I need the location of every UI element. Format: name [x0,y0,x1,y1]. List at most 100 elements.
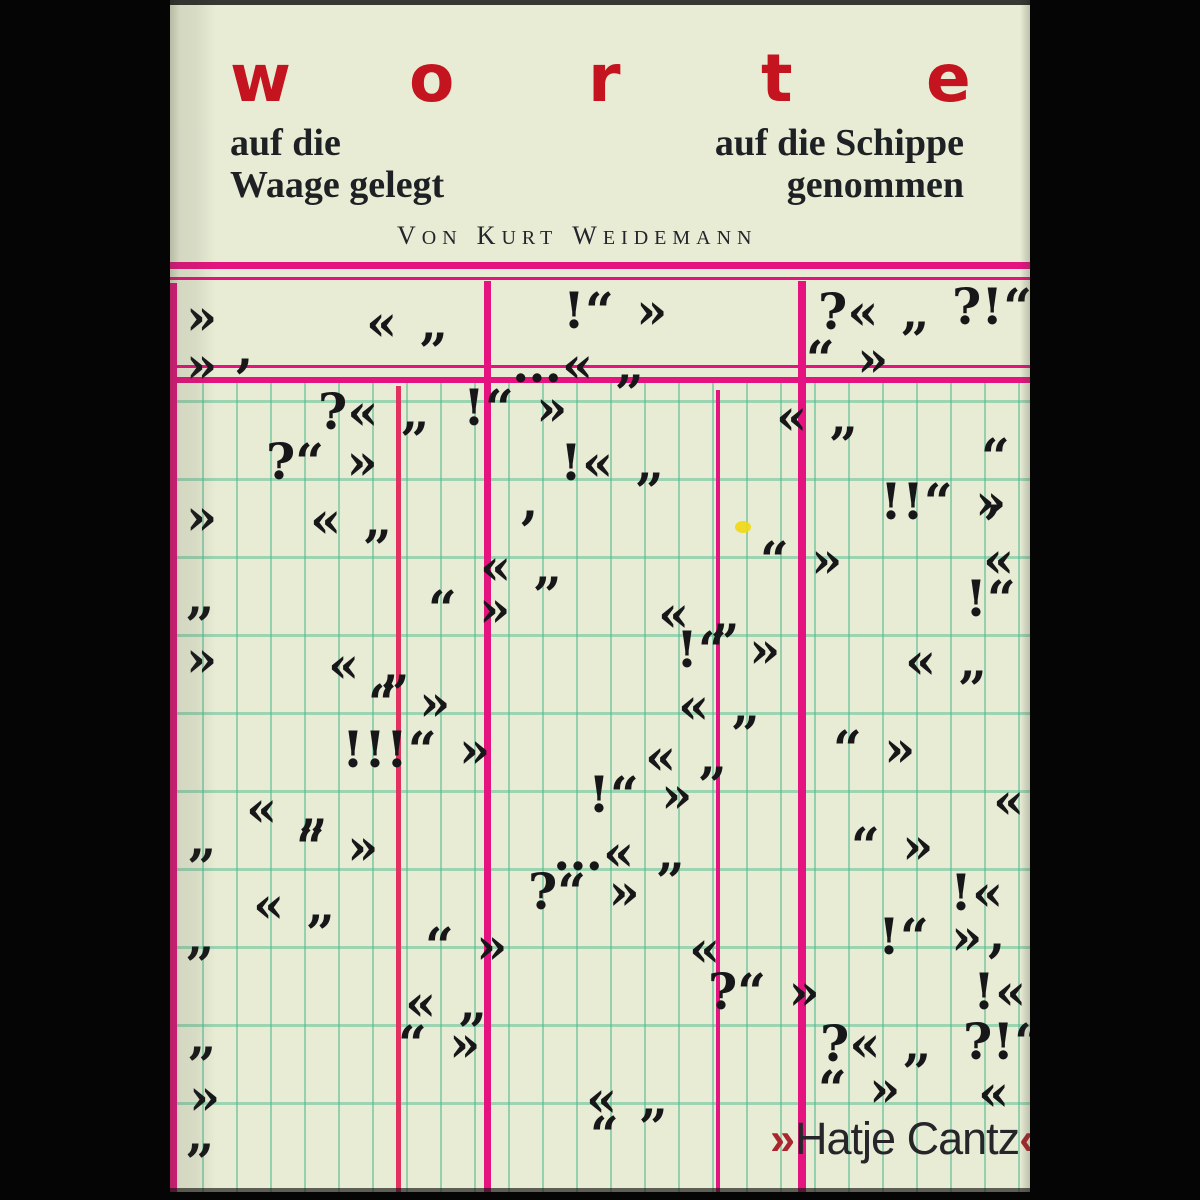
byline-word: VON [397,221,463,250]
punctuation-mark: “ » [760,530,843,589]
punctuation-mark: « „ [480,537,563,596]
punctuation-mark: » [186,292,217,342]
punctuation-mark: !« [950,863,1004,922]
punctuation-mark: !“ » [463,378,568,437]
punctuation-mark: !“ » [878,907,983,966]
subtitle-left-line2: Waage gelegt [230,164,445,206]
byline-word: KURT [476,221,559,250]
punctuation-mark: , [236,319,254,378]
ledger-teal-grid [170,383,1030,1192]
punctuation-mark: « „ [253,875,336,934]
punctuation-mark: « „ [776,387,859,446]
punctuation-mark: ?!“ [952,277,1030,336]
punctuation-mark: „ [188,814,217,864]
yellow-speck [735,521,751,533]
punctuation-mark: “ » [398,1014,481,1073]
subtitle-right-line1: auf die Schippe [714,122,964,164]
publisher-logo: »Hatje Cantz« [770,1116,1030,1161]
punctuation-mark: « „ [905,631,988,690]
punctuation-mark: » [186,492,217,542]
punctuation-mark: !« „ [560,433,665,492]
punctuation-mark: !“ » [676,620,781,679]
punctuation-mark: « „ [366,293,449,352]
punctuation-mark: « „ [405,973,488,1032]
punctuation-mark: » [186,634,217,684]
punctuation-mark: ?« „ [820,1014,932,1073]
subtitle-left: auf die Waage gelegt [230,122,444,206]
book-cover: w o r t e auf die Waage gelegt auf die Schip… [170,0,1030,1192]
punctuation-mark: …« „ [512,335,645,394]
punctuation-mark: ?“ » [528,862,640,921]
title-letter: r [588,40,621,117]
ledger-line-horizontal [170,277,1030,280]
punctuation-mark: !!!“ » [342,720,491,779]
byline: VON KURT WEIDEMANN [390,221,751,251]
punctuation-mark: , [985,465,1003,524]
punctuation-mark: „ [186,1109,215,1159]
punctuation-mark: » [186,340,217,390]
punctuation-mark: « „ [658,584,741,643]
punctuation-mark: « „ [645,727,728,786]
punctuation-mark: “ » [428,579,511,638]
ledger-line-horizontal [170,365,1030,368]
publisher-guillemet-right: « [1019,1113,1030,1164]
byline-word-initial: W [572,221,603,250]
ledger-line-vertical [716,390,720,1192]
punctuation-mark: !“ » [588,765,693,824]
punctuation-mark: « „ [678,676,761,735]
punctuation-mark: « „ [586,1069,669,1128]
punctuation-mark: …« „ [553,823,686,882]
punctuation-mark: “ » [851,816,934,875]
byline-word-initial: K [476,221,502,250]
punctuation-mark: “ » [425,916,508,975]
ledger-line-vertical [798,281,806,1192]
punctuation-mark: ?« „ [318,382,430,441]
punctuation-mark: “ [981,427,1010,486]
cover-bottom-edge [170,1188,1030,1192]
punctuation-mark: , [521,471,539,530]
punctuation-mark: !“ » [563,281,668,340]
punctuation-mark: ?“ » [266,432,378,491]
cover-top-edge [170,0,1030,5]
byline-word-initial: V [397,221,422,250]
punctuation-mark: „ [188,1012,217,1062]
punctuation-mark: « [983,530,1015,589]
punctuation-mark: “ [590,1105,619,1164]
title-letter: o [409,40,455,117]
punctuation-mark: « „ [328,635,411,694]
cover-right-shadow [1020,0,1030,1192]
punctuation-mark: « „ [310,490,393,549]
ledger-line-horizontal [170,377,1030,383]
punctuation-mark: , [988,904,1006,963]
publisher-guillemet-left: » [770,1113,796,1164]
punctuation-mark: “ » [296,817,379,876]
subtitle-right-line2: genommen [786,164,964,206]
punctuation-mark: “ » [818,1059,901,1118]
punctuation-mark: « [978,1063,1010,1122]
punctuation-mark: ?“ » [708,962,820,1021]
ledger-line-horizontal [170,262,1030,269]
spine-shadow [170,0,216,1192]
subtitle-right: auf die Schippe genommen [715,122,964,206]
title-letter: e [926,40,971,117]
punctuation-mark: « „ [246,779,329,838]
ledger-line-vertical [484,281,491,1192]
punctuation-mark: “ » [833,719,916,778]
punctuation-mark: “ » [368,673,451,732]
ledger-line-vertical [170,283,177,1192]
byline-word: WEIDEMANN [572,221,758,250]
punctuation-mark: !« [973,962,1027,1021]
publisher-name: Hatje Cantz [795,1113,1020,1164]
punctuation-mark: “ » [806,329,889,388]
punctuation-mark: „ [186,912,215,962]
punctuation-mark: „ [186,572,215,622]
punctuation-mark: !“ [965,569,1016,628]
punctuation-mark: » [189,1072,220,1122]
subtitle-left-line1: auf die [230,122,341,164]
title-letter: t [761,40,793,117]
punctuation-mark: « [993,771,1025,830]
punctuation-mark: ?« „ [818,282,930,341]
title-letter: w [230,40,291,117]
punctuation-mark: « [689,919,721,978]
ledger-line-vertical [396,386,401,1192]
